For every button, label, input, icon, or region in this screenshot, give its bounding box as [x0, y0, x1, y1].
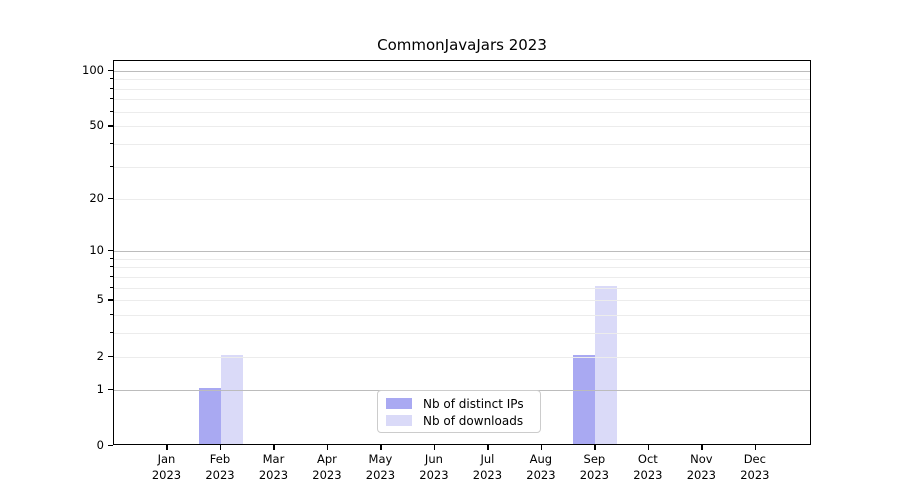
- y-tick-label: 5: [96, 292, 104, 307]
- minor-gridline: [114, 88, 810, 90]
- minor-gridline: [114, 79, 810, 81]
- y-minor-tick-mark: [110, 98, 113, 100]
- major-gridline: [114, 70, 810, 72]
- y-tick-mark: [108, 355, 113, 358]
- y-tick-mark: [108, 69, 113, 72]
- y-tick-label: 100: [82, 62, 104, 77]
- legend-swatch-downloads-icon: [386, 415, 412, 426]
- x-tick-label: Oct 2023: [633, 452, 663, 482]
- x-tick-label: Jul 2023: [472, 452, 503, 482]
- y-tick-label: 2: [96, 348, 104, 363]
- y-tick-mark: [108, 445, 113, 447]
- legend-label-downloads: Nb of downloads: [423, 413, 524, 428]
- y-minor-tick-mark: [110, 110, 113, 112]
- x-tick-mark: [273, 445, 275, 450]
- minor-gridline: [114, 333, 810, 335]
- x-tick-label: Mar 2023: [258, 452, 289, 482]
- x-tick-mark: [540, 445, 543, 450]
- y-minor-tick-mark: [110, 257, 113, 259]
- x-tick-label: Feb 2023: [205, 452, 235, 482]
- plot-area: [113, 60, 811, 445]
- x-tick-label: May 2023: [365, 452, 396, 482]
- x-tick-label: Sep 2023: [579, 452, 610, 482]
- x-tick-mark: [166, 445, 168, 450]
- y-minor-tick-mark: [110, 286, 113, 288]
- x-tick-label: Apr 2023: [312, 452, 342, 482]
- minor-gridline: [114, 126, 810, 128]
- x-tick-mark: [433, 445, 436, 450]
- y-tick-mark: [108, 125, 113, 127]
- minor-gridline: [114, 276, 810, 278]
- bar-nb-of-downloads: [220, 354, 243, 444]
- minor-gridline: [114, 315, 810, 317]
- minor-gridline: [114, 267, 810, 269]
- y-tick-label: 0: [96, 438, 104, 452]
- x-tick-label: Jan 2023: [151, 452, 182, 482]
- bar-nb-of-distinct-ips: [573, 354, 596, 444]
- minor-gridline: [114, 198, 810, 200]
- minor-gridline: [114, 300, 810, 302]
- y-minor-tick-mark: [110, 78, 113, 80]
- major-gridline: [114, 251, 810, 253]
- y-tick-label: 20: [89, 190, 104, 205]
- legend-swatch-distinct-ips-icon: [386, 398, 412, 409]
- y-tick-mark: [108, 250, 113, 252]
- x-tick-mark: [380, 445, 382, 450]
- y-minor-tick-mark: [110, 314, 113, 316]
- x-tick-label: Aug 2023: [526, 452, 556, 482]
- y-minor-tick-mark: [110, 87, 113, 89]
- legend-item-distinct-ips: Nb of distinct IPs: [386, 396, 532, 411]
- x-tick-mark: [594, 445, 596, 450]
- x-tick-label: Nov 2023: [686, 452, 716, 482]
- minor-gridline: [114, 166, 810, 168]
- y-minor-tick-mark: [110, 332, 113, 334]
- legend-item-downloads: Nb of downloads: [386, 413, 532, 428]
- x-tick-mark: [647, 445, 650, 450]
- y-minor-tick-mark: [110, 165, 113, 167]
- minor-gridline: [114, 111, 810, 113]
- minor-gridline: [114, 144, 810, 146]
- y-tick-mark: [108, 388, 113, 391]
- minor-gridline: [114, 99, 810, 101]
- y-tick-label: 50: [89, 118, 104, 133]
- x-tick-label: Dec 2023: [740, 452, 770, 482]
- legend: Nb of distinct IPs Nb of downloads: [377, 390, 541, 433]
- minor-gridline: [114, 287, 810, 289]
- bar-nb-of-downloads: [595, 285, 618, 444]
- minor-gridline: [114, 258, 810, 260]
- x-tick-label: Jun 2023: [419, 452, 449, 482]
- x-tick-mark: [219, 445, 222, 450]
- chart-title: CommonJavaJars 2023: [377, 36, 547, 54]
- x-tick-mark: [754, 445, 757, 450]
- x-tick-mark: [487, 445, 489, 450]
- x-tick-mark: [326, 445, 329, 450]
- y-tick-mark: [108, 197, 113, 199]
- y-minor-tick-mark: [110, 266, 113, 268]
- y-tick-label: 10: [89, 243, 104, 258]
- legend-label-distinct-ips: Nb of distinct IPs: [423, 396, 524, 411]
- y-minor-tick-mark: [110, 275, 113, 277]
- bar-nb-of-distinct-ips: [198, 387, 221, 444]
- y-tick-label: 1: [96, 381, 104, 396]
- minor-gridline: [114, 356, 810, 358]
- x-tick-mark: [701, 445, 703, 450]
- y-tick-mark: [108, 299, 113, 301]
- y-minor-tick-mark: [110, 143, 113, 145]
